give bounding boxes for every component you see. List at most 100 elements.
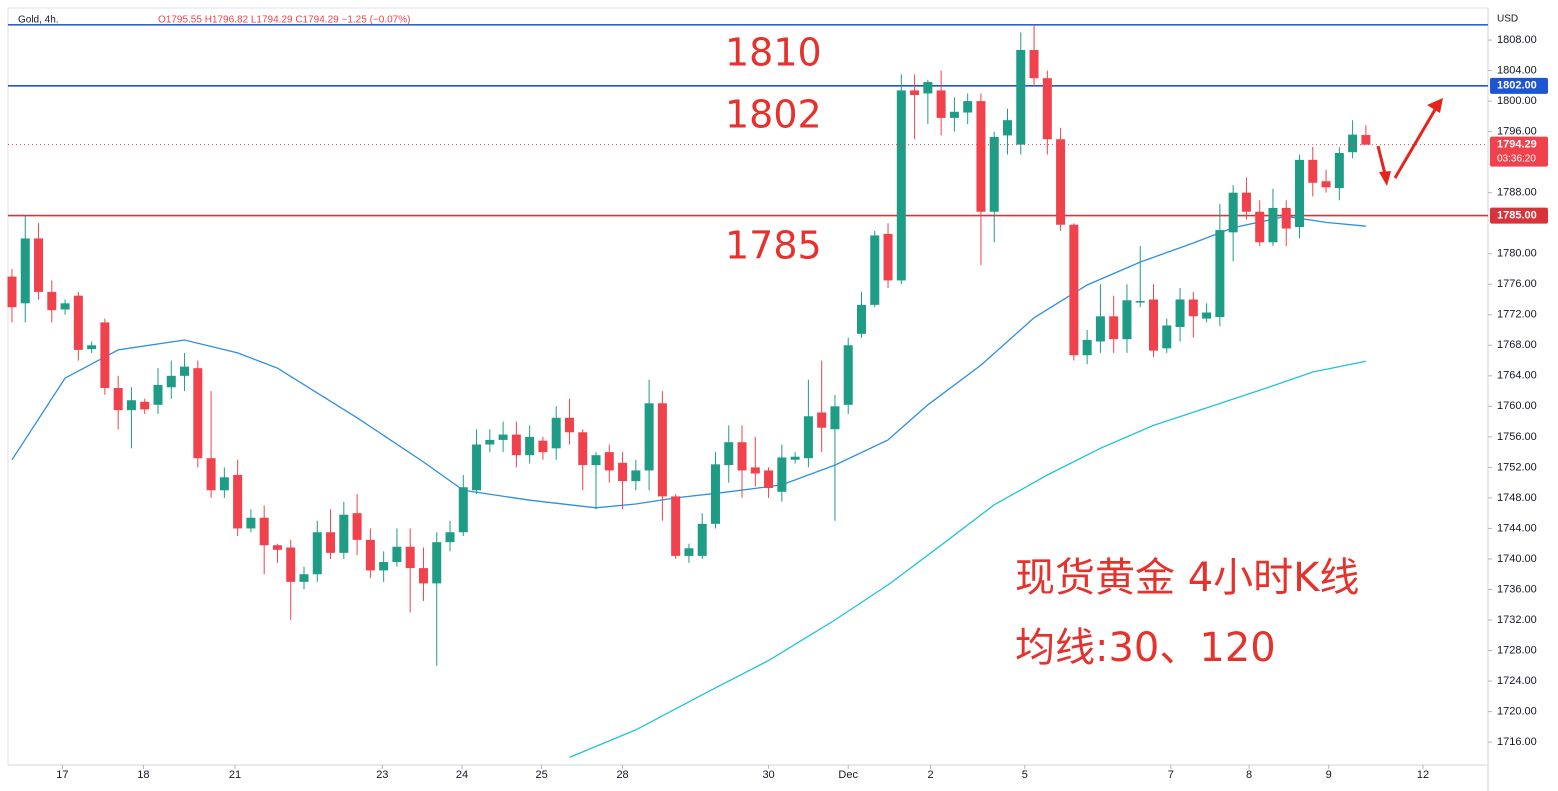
candle-body (299, 574, 309, 582)
candle-body (485, 439, 495, 445)
y-tick-label: 1760.00 (1497, 400, 1537, 412)
candle-body (1361, 135, 1371, 145)
candle-body (511, 434, 521, 456)
candle-body (949, 111, 959, 118)
x-tick-label: 18 (137, 769, 149, 781)
y-tick-label: 1800.00 (1497, 95, 1537, 107)
candle-body (1135, 301, 1145, 303)
arrow-up-shaft (1393, 107, 1438, 179)
candle-body (1255, 211, 1265, 243)
x-tick-label: 24 (456, 769, 468, 781)
candle-body (1095, 316, 1105, 342)
candle-body (1308, 159, 1318, 183)
candle-body (432, 542, 442, 584)
x-tick-label: 21 (229, 769, 241, 781)
y-tick-label: 1724.00 (1497, 675, 1537, 687)
candle-body (472, 444, 482, 491)
y-tick-label: 1780.00 (1497, 248, 1537, 260)
candle-body (1042, 78, 1052, 140)
candle-body (1228, 192, 1238, 233)
candle-body (272, 545, 282, 550)
candle-body (445, 532, 455, 543)
candle-body (1215, 230, 1225, 318)
ohlc-readout: O1795.55 H1796.82 L1794.29 C1794.29 −1.2… (158, 15, 410, 26)
candle-body (219, 477, 229, 491)
candle-body (1162, 325, 1172, 349)
candle-body (34, 238, 44, 292)
candle-body (856, 304, 866, 334)
candle-body (1334, 152, 1344, 189)
candle-body (1016, 49, 1026, 145)
level-annotation: 1810 (725, 31, 822, 75)
candle-body (1281, 207, 1291, 229)
y-tick-label: 1804.00 (1497, 64, 1537, 76)
x-tick-label: 25 (535, 769, 547, 781)
candle-body (817, 412, 827, 428)
candle-body (604, 452, 614, 471)
y-tick-label: 1720.00 (1497, 705, 1537, 717)
x-tick-label: 7 (1168, 769, 1174, 781)
x-tick-label: Dec (838, 769, 858, 781)
x-tick-label: 23 (376, 769, 388, 781)
candle-body (405, 546, 415, 569)
symbol-title: Gold, 4h. (18, 15, 59, 26)
candle-body (777, 457, 787, 492)
candle-body (724, 442, 734, 466)
arrow-down-shaft (1376, 145, 1387, 175)
candle-body (657, 403, 667, 497)
candle-body (843, 345, 853, 405)
currency-label: USD (1497, 14, 1518, 25)
arrow-down-head (1379, 171, 1391, 186)
candle-body (1268, 207, 1278, 243)
y-tick-label: 1808.00 (1497, 34, 1537, 46)
y-tick-label: 1788.00 (1497, 187, 1537, 199)
candle-body (87, 345, 97, 350)
candle-body (1029, 49, 1039, 79)
y-tick-label: 1756.00 (1497, 431, 1537, 443)
y-tick-label: 1732.00 (1497, 614, 1537, 626)
x-tick-label: 9 (1326, 769, 1332, 781)
y-tick-label: 1752.00 (1497, 461, 1537, 473)
moving-average-line (11, 215, 1366, 509)
candle-body (803, 416, 813, 459)
candle-body (1348, 134, 1358, 153)
y-tick-label: 1768.00 (1497, 339, 1537, 351)
candle-body (830, 406, 840, 430)
candle-body (418, 568, 428, 584)
x-tick-label: 12 (1417, 769, 1429, 781)
y-tick-label: 1748.00 (1497, 492, 1537, 504)
y-tick-label: 1728.00 (1497, 644, 1537, 656)
candle-body (206, 458, 216, 491)
candle-body (126, 400, 136, 411)
candle-body (312, 532, 322, 575)
arrow-up-head (1427, 98, 1443, 113)
candle-body (989, 136, 999, 212)
candle-body (976, 101, 986, 212)
candle-body (180, 366, 190, 376)
y-tick-label: 1716.00 (1497, 736, 1537, 748)
candle-body (259, 517, 269, 546)
candle-body (1295, 159, 1305, 228)
x-tick-label: 5 (1022, 769, 1028, 781)
level-tag-label: 1802.00 (1497, 80, 1537, 92)
x-tick-label: 17 (56, 769, 68, 781)
y-tick-label: 1740.00 (1497, 553, 1537, 565)
candle-body (1122, 300, 1132, 340)
x-tick-label: 8 (1246, 769, 1252, 781)
candle-body (1109, 316, 1119, 340)
candle-body (20, 238, 30, 304)
countdown-label: 03:36:20 (1497, 153, 1536, 164)
candle-body (750, 467, 760, 474)
candle-body (737, 442, 747, 471)
candle-body (1082, 339, 1092, 356)
candle-body (790, 456, 800, 460)
candle-body (631, 470, 641, 482)
candle-body (1202, 312, 1212, 319)
candle-body (7, 276, 17, 308)
candle-body (73, 295, 83, 350)
moving-average-line (569, 360, 1367, 759)
candle-body (963, 101, 973, 113)
